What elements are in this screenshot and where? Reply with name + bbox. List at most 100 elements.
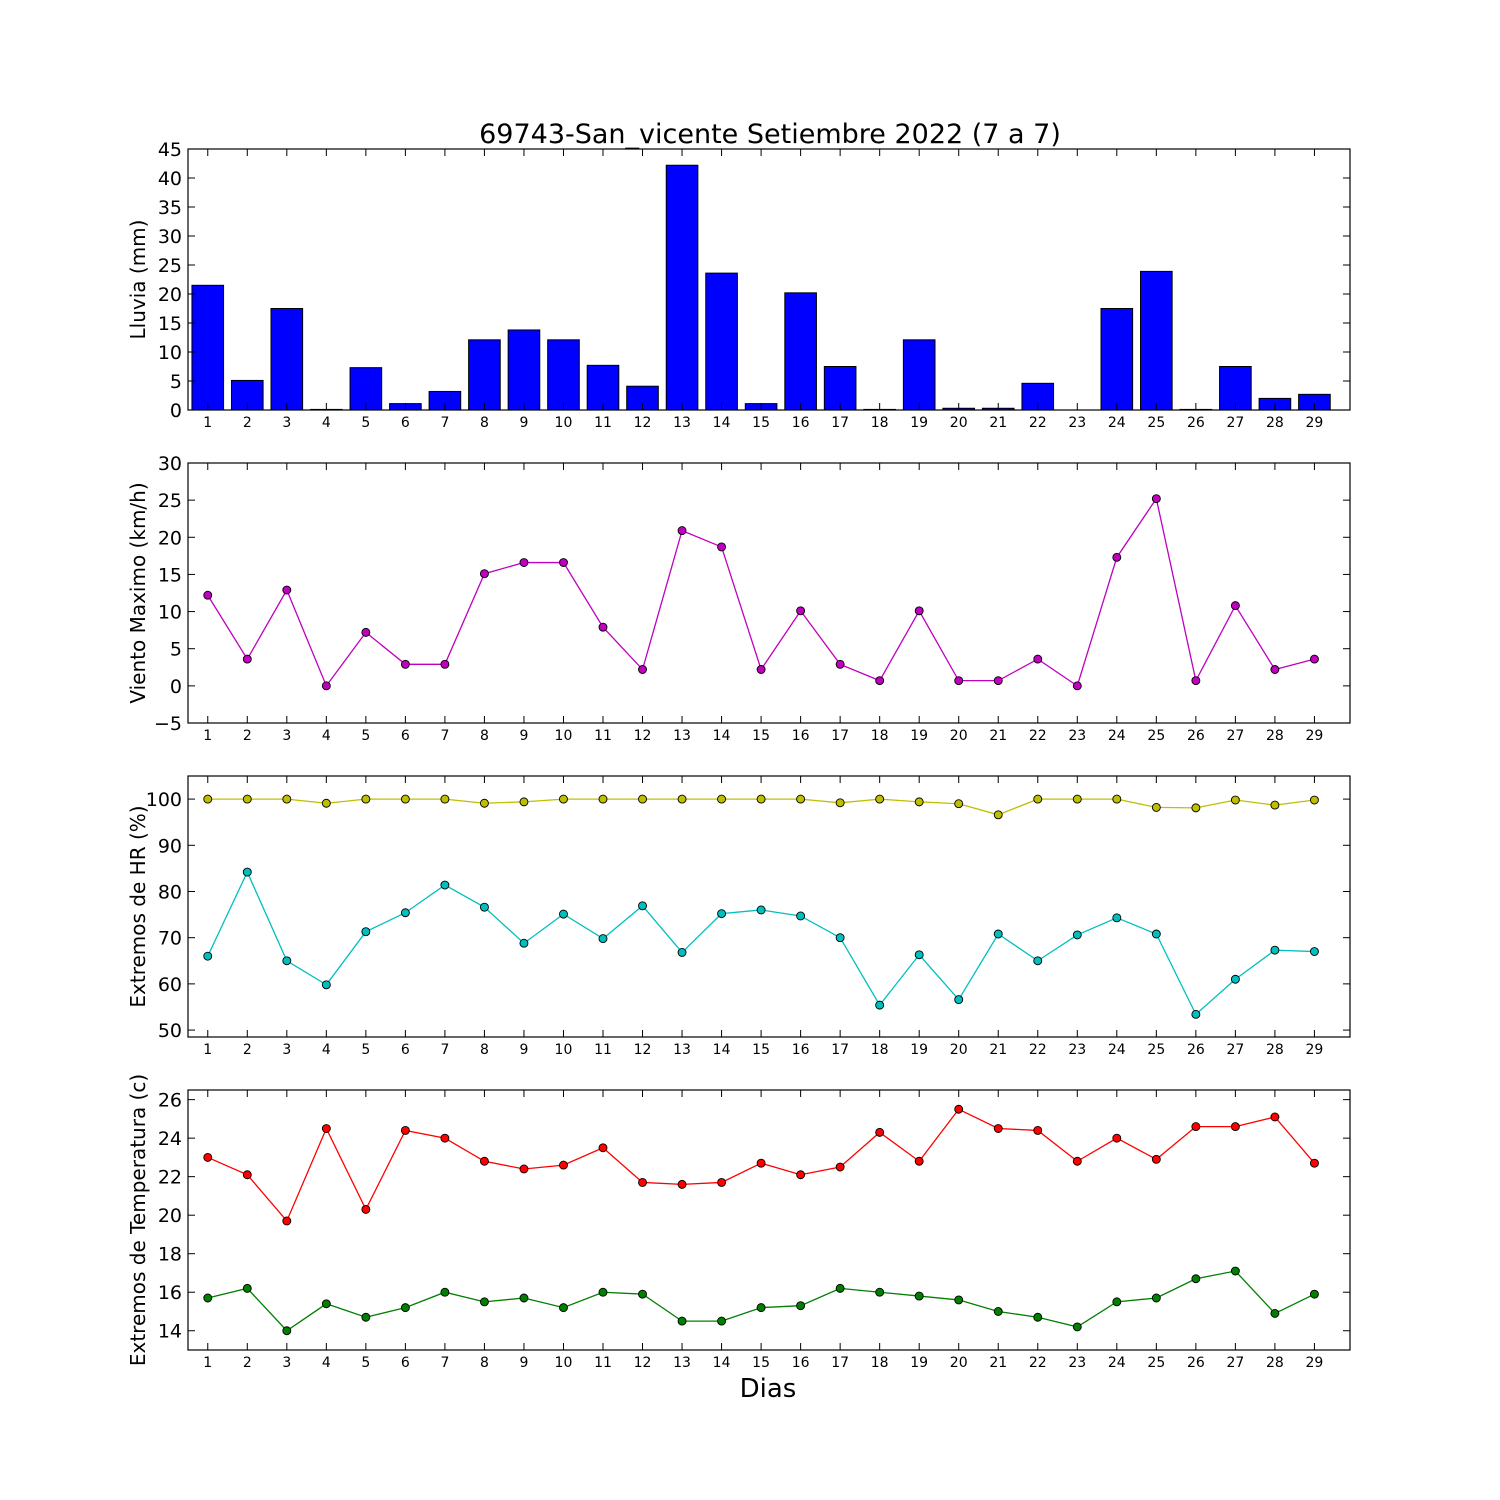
rain-ytick-label: 20 xyxy=(158,284,182,306)
humidity-ytick-label: 100 xyxy=(146,789,182,811)
temperature-axes-frame xyxy=(187,1089,1351,1351)
wind-series-1-point-day-12 xyxy=(638,665,647,674)
rain-ytick-label: 5 xyxy=(170,371,182,393)
humidity-series-2-point-day-17 xyxy=(835,933,845,943)
temperature-xtick-label: 16 xyxy=(792,1355,810,1371)
rain-xtick-label: 24 xyxy=(1108,415,1126,431)
temperature-series-2-point-day-24 xyxy=(1112,1297,1122,1307)
humidity-ytick-label: 70 xyxy=(158,928,182,950)
rain-xtick-label: 2 xyxy=(243,415,252,431)
humidity-xtick-label: 8 xyxy=(480,1042,489,1058)
temperature-series-2-point-day-23 xyxy=(1072,1322,1082,1332)
temperature-series-1-point-day-8 xyxy=(479,1156,489,1166)
humidity-xtick-label: 26 xyxy=(1187,1042,1205,1058)
wind-series-1-point-day-25 xyxy=(1151,494,1161,504)
wind-xtick-label: 12 xyxy=(634,728,652,744)
temperature-series-1-point-day-2 xyxy=(242,1170,252,1180)
temperature-series-1-point-day-7 xyxy=(440,1133,450,1143)
rain-xtick-label: 16 xyxy=(792,415,810,431)
humidity-ytick-label: 50 xyxy=(158,1020,182,1042)
temperature-xtick-label: 13 xyxy=(673,1355,691,1371)
wind-series-1-point-day-26 xyxy=(1191,676,1201,686)
humidity-series-2-point-day-7 xyxy=(440,880,450,890)
temperature-xtick-label: 18 xyxy=(871,1355,889,1371)
rain-xtick-label: 7 xyxy=(440,415,449,431)
wind-series-1-point-day-5 xyxy=(361,627,371,637)
humidity-series-2-point-day-9 xyxy=(519,938,529,948)
rain-xtick-label: 5 xyxy=(361,415,370,431)
humidity-series-1-point-day-4 xyxy=(321,798,331,808)
rain-bar-day-16 xyxy=(784,292,817,411)
wind-xtick-label: 26 xyxy=(1187,728,1205,744)
humidity-series-1-point-day-15 xyxy=(756,794,766,804)
humidity-series-1-point-day-25 xyxy=(1151,802,1161,812)
temperature-series-1-point-day-23 xyxy=(1072,1156,1082,1166)
humidity-series-2-point-day-4 xyxy=(321,980,331,990)
temperature-xtick-label: 25 xyxy=(1147,1355,1165,1371)
temperature-xtick-label: 21 xyxy=(989,1355,1007,1371)
humidity-series-1-point-day-29 xyxy=(1309,795,1319,805)
temperature-series-2-point-day-11 xyxy=(598,1287,608,1297)
rain-xtick-label: 21 xyxy=(989,415,1007,431)
humidity-xtick-label: 3 xyxy=(282,1042,291,1058)
humidity-series-1-point-day-7 xyxy=(440,794,450,804)
temperature-series-2-point-day-21 xyxy=(993,1307,1003,1316)
wind-series-1-point-day-19 xyxy=(914,606,924,616)
rain-xtick-label: 11 xyxy=(594,415,612,431)
temperature-xtick-label: 12 xyxy=(634,1355,652,1371)
temperature-series-2-point-day-5 xyxy=(361,1312,371,1322)
temperature-xtick-label: 23 xyxy=(1068,1355,1086,1371)
temperature-ytick-label: 18 xyxy=(158,1244,182,1266)
rain-xtick-label: 9 xyxy=(519,415,528,431)
temperature-series-1-point-day-20 xyxy=(954,1104,964,1114)
wind-series-1-point-day-1 xyxy=(203,590,213,600)
wind-series-1-point-day-16 xyxy=(796,606,806,616)
wind-ytick-label: 25 xyxy=(158,490,182,512)
temperature-ytick-label: 26 xyxy=(158,1090,182,1112)
humidity-series-2-point-day-13 xyxy=(677,948,687,957)
temperature-series-2-point-day-3 xyxy=(282,1326,292,1336)
temperature-series-1-point-day-28 xyxy=(1270,1112,1280,1122)
x-axis-label: Dias xyxy=(740,1374,797,1404)
wind-xtick-label: 17 xyxy=(831,728,849,744)
humidity-series-1-point-day-12 xyxy=(638,794,647,804)
wind-xtick-label: 27 xyxy=(1226,728,1244,744)
wind-xtick-label: 8 xyxy=(480,728,489,744)
temperature-series-1-point-day-26 xyxy=(1191,1122,1201,1132)
humidity-xtick-label: 1 xyxy=(203,1042,212,1058)
humidity-series-1-point-day-1 xyxy=(203,794,213,804)
temperature-ytick-label: 14 xyxy=(158,1321,182,1343)
temperature-series-2-point-day-6 xyxy=(400,1303,410,1313)
temperature-series-2-point-day-26 xyxy=(1191,1274,1201,1284)
wind-series-1-point-day-27 xyxy=(1230,601,1240,611)
humidity-xtick-label: 12 xyxy=(634,1042,652,1058)
humidity-xtick-label: 4 xyxy=(322,1042,331,1058)
rain-xtick-label: 26 xyxy=(1187,415,1205,431)
humidity-xtick-label: 16 xyxy=(792,1042,810,1058)
wind-xtick-label: 13 xyxy=(673,728,691,744)
temperature-xtick-label: 17 xyxy=(831,1355,849,1371)
wind-xtick-label: 20 xyxy=(950,728,968,744)
wind-series-1-point-day-22 xyxy=(1033,654,1043,664)
humidity-xtick-label: 7 xyxy=(440,1042,449,1058)
humidity-series-2-point-day-22 xyxy=(1033,956,1043,966)
wind-xtick-label: 11 xyxy=(594,728,612,744)
wind-ytick-label: 5 xyxy=(170,639,182,661)
wind-xtick-label: 18 xyxy=(871,728,889,744)
temperature-series-2-point-day-29 xyxy=(1309,1289,1319,1299)
wind-xtick-label: 23 xyxy=(1068,728,1086,744)
rain-bar-day-17 xyxy=(823,366,857,411)
temperature-xtick-label: 11 xyxy=(594,1355,612,1371)
humidity-xtick-label: 22 xyxy=(1029,1042,1047,1058)
rain-ytick-label: 40 xyxy=(158,168,182,190)
humidity-xtick-label: 21 xyxy=(989,1042,1007,1058)
wind-series-1-point-day-2 xyxy=(242,654,252,664)
humidity-xtick-label: 19 xyxy=(910,1042,928,1058)
temperature-series-1-point-day-29 xyxy=(1309,1158,1319,1168)
rain-xtick-label: 23 xyxy=(1068,415,1086,431)
wind-xtick-label: 14 xyxy=(713,728,731,744)
rain-xtick-label: 15 xyxy=(752,415,770,431)
